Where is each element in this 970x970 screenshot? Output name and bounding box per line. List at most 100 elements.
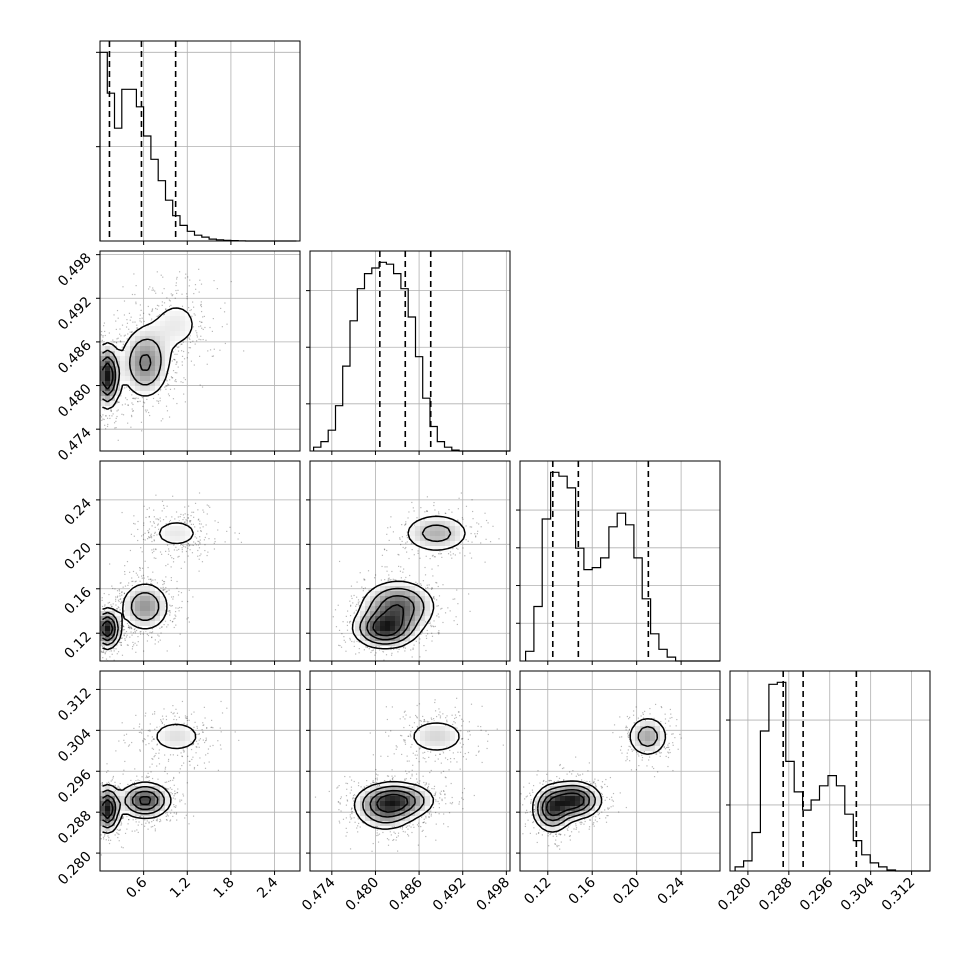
scatter-point [165, 591, 168, 593]
density-cell [425, 541, 431, 547]
scatter-point [155, 626, 157, 628]
scatter-point [128, 626, 130, 628]
scatter-point [105, 415, 107, 417]
scatter-point [96, 632, 97, 633]
scatter-point [112, 339, 114, 341]
scatter-point [94, 394, 95, 395]
scatter-point [230, 280, 232, 283]
scatter-point [116, 402, 118, 404]
density-cell [160, 366, 166, 372]
scatter-point [390, 648, 392, 651]
scatter-point [97, 388, 98, 389]
scatter-point [187, 555, 189, 557]
scatter-point [346, 610, 349, 612]
scatter-point [162, 276, 164, 278]
density-cell [135, 606, 141, 612]
scatter-point [157, 400, 160, 402]
density-cell [130, 371, 136, 377]
scatter-point [109, 417, 111, 420]
scatter-point [209, 326, 211, 329]
scatter-point [134, 398, 136, 400]
density-cell [425, 531, 431, 537]
scatter-point [136, 324, 138, 326]
scatter-point [135, 285, 137, 287]
scatter-point [114, 662, 115, 663]
scatter-point [172, 557, 175, 560]
scatter-point [160, 626, 163, 628]
scatter-point [401, 540, 403, 543]
scatter-point [104, 610, 106, 612]
scatter-point [160, 632, 162, 634]
scatter-point [175, 284, 177, 287]
scatter-point [357, 603, 360, 605]
density-cell [100, 346, 106, 352]
scatter-point [129, 571, 131, 573]
scatter-point [432, 625, 434, 627]
scatter-point [110, 409, 112, 412]
scatter-point [97, 377, 98, 378]
scatter-point [183, 545, 185, 548]
scatter-point [151, 632, 153, 634]
scatter-point [190, 514, 192, 517]
scatter-point [91, 634, 92, 635]
density-cell [140, 621, 146, 627]
scatter-point [97, 821, 98, 822]
density-cell [185, 536, 191, 542]
scatter-point [187, 337, 189, 339]
density-cell [395, 631, 401, 637]
scatter-point [447, 553, 450, 555]
scatter-point [94, 802, 95, 803]
density-cell [425, 616, 431, 622]
density-cell [170, 316, 176, 322]
scatter-point [118, 590, 121, 592]
scatter-point [213, 280, 215, 282]
scatter-point [191, 511, 193, 513]
scatter-point [122, 343, 124, 345]
scatter-point [465, 539, 467, 541]
scatter-point [349, 639, 351, 641]
density-cell [120, 376, 126, 382]
scatter-point [154, 639, 156, 641]
scatter-point [179, 633, 181, 635]
scatter-point [97, 383, 98, 384]
scatter-point [135, 397, 137, 399]
scatter-point [163, 302, 166, 304]
scatter-point [205, 524, 207, 526]
scatter-point [95, 659, 96, 660]
density-cell [365, 631, 371, 637]
scatter-point [167, 372, 169, 375]
scatter-point [198, 268, 200, 270]
scatter-point [140, 421, 143, 423]
scatter-point [89, 340, 90, 341]
scatter-point [90, 624, 91, 625]
scatter-point [111, 653, 113, 655]
scatter-point [397, 553, 399, 556]
density-cell [390, 621, 396, 627]
scatter-point [124, 638, 126, 640]
density-cell [440, 531, 446, 537]
density-cell [100, 376, 106, 382]
scatter-point [169, 305, 171, 308]
scatter-point [177, 607, 179, 609]
scatter-point [187, 517, 189, 519]
scatter-point [186, 747, 188, 749]
scatter-point [128, 328, 130, 330]
scatter-point [406, 551, 408, 553]
scatter-point [123, 610, 125, 612]
scatter-point [182, 381, 184, 384]
scatter-point [203, 511, 205, 513]
scatter-point [117, 439, 119, 441]
scatter-point [124, 585, 127, 587]
scatter-point [137, 636, 139, 638]
scatter-point [101, 782, 103, 784]
scatter-point [156, 304, 159, 307]
scatter-point [121, 594, 123, 596]
scatter-point [200, 553, 202, 555]
scatter-point [199, 536, 201, 538]
scatter-point [135, 780, 137, 782]
scatter-point [97, 335, 98, 336]
scatter-point [175, 624, 177, 626]
scatter-point [94, 375, 95, 376]
pair-panel-3-0 [94, 670, 301, 872]
scatter-point [167, 384, 170, 386]
